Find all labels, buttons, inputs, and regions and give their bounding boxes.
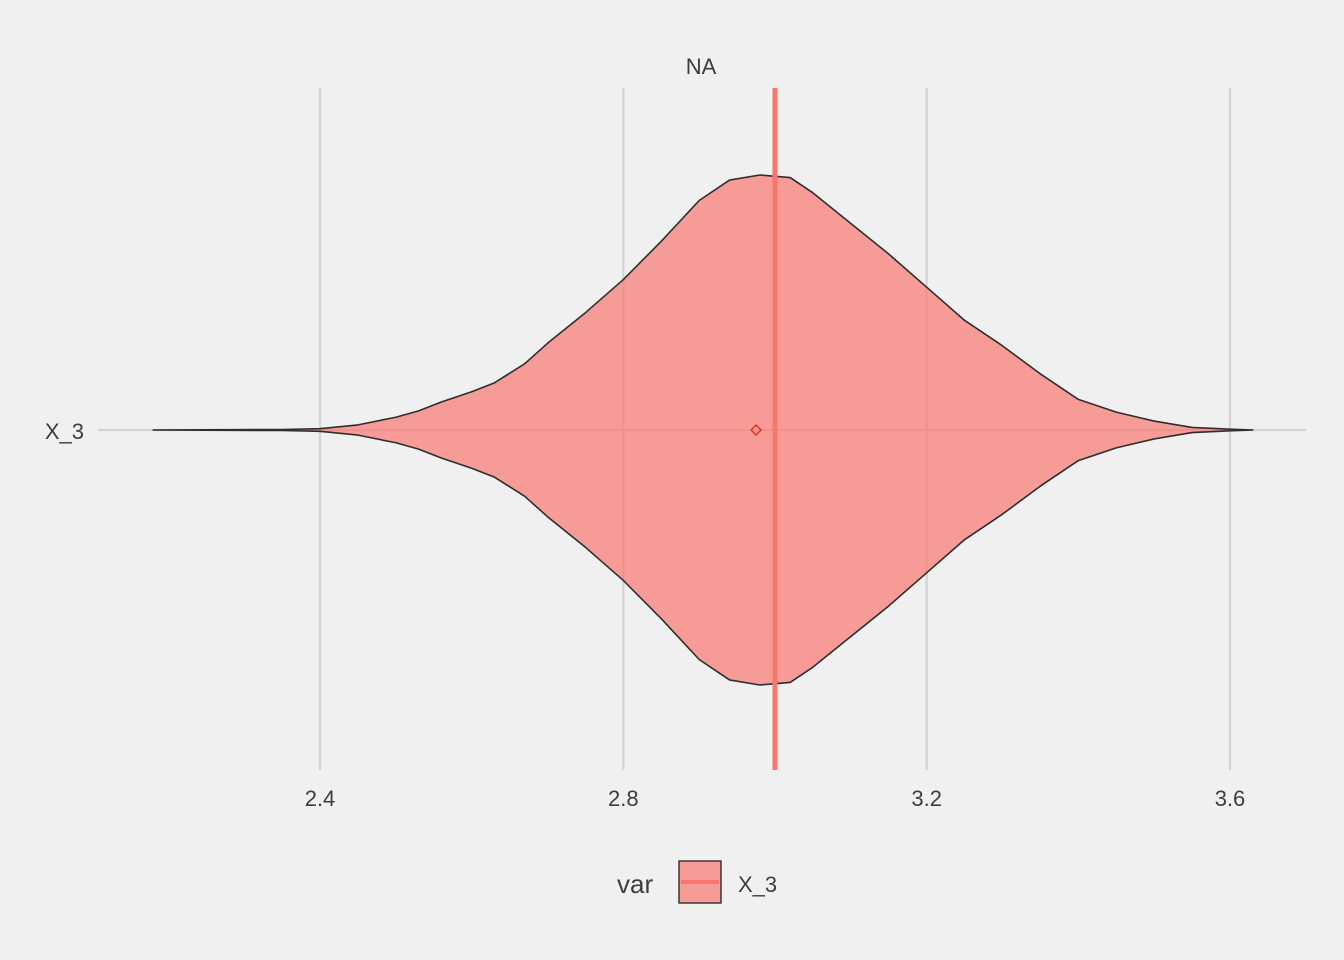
violin-shape (152, 174, 1254, 686)
y-axis-tick-labels: X_3 (45, 419, 84, 444)
x-axis-tick-labels: 2.4 2.8 3.2 3.6 (305, 786, 1246, 811)
legend: var X_3 (617, 860, 777, 904)
mean-point-marker (750, 424, 762, 436)
legend-entry-label: X_3 (738, 872, 777, 897)
x-tick-label: 2.8 (608, 786, 639, 811)
y-tick-label: X_3 (45, 419, 84, 444)
x-tick-label: 2.4 (305, 786, 336, 811)
x-tick-label: 3.6 (1215, 786, 1246, 811)
legend-title: var (617, 869, 653, 899)
facet-title: NA (686, 54, 717, 79)
violin-layer (152, 88, 1254, 770)
x-tick-label: 3.2 (911, 786, 942, 811)
